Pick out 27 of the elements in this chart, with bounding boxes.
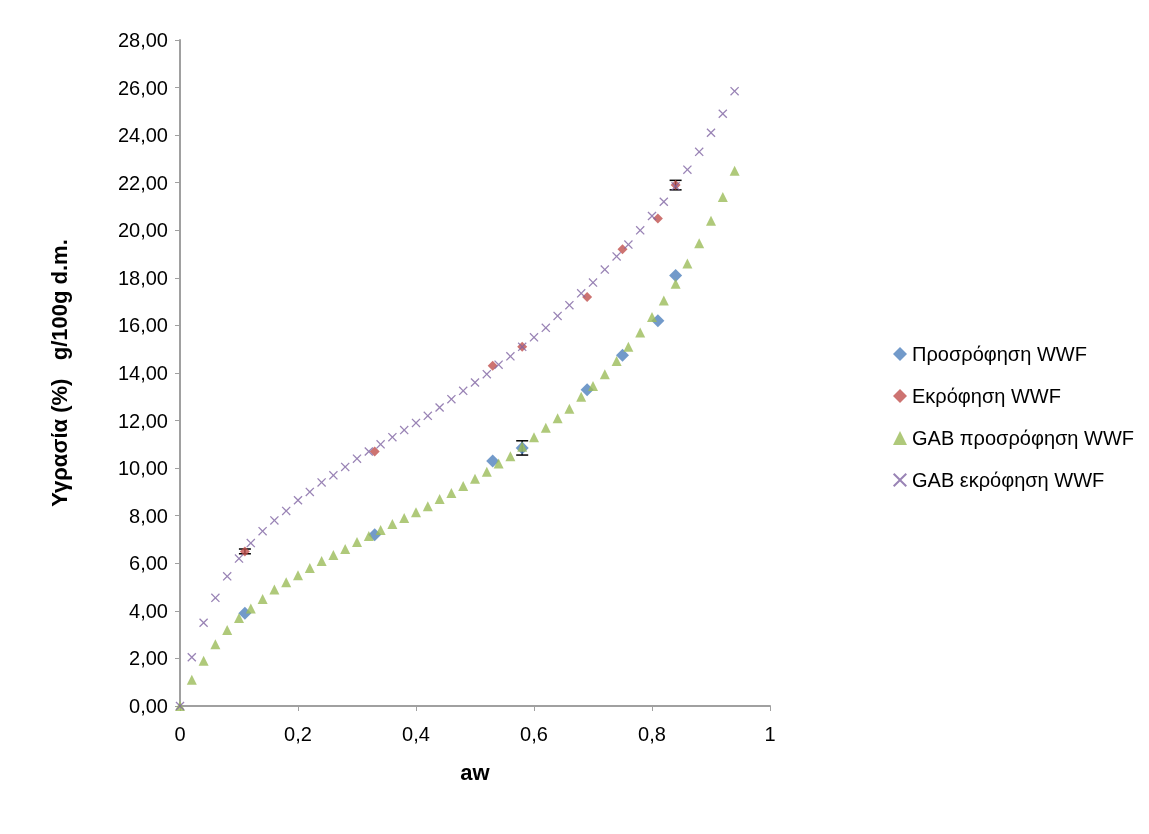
x-tick-label: 0,6: [520, 723, 548, 745]
y-tick-label: 18,00: [117, 266, 168, 289]
y-tick-label: 2,00: [129, 647, 168, 670]
x-tick-label: 0,2: [284, 723, 312, 745]
y-tick-label: 12,00: [117, 409, 168, 432]
y-tick-label: 16,00: [117, 314, 168, 337]
legend-label: Προσρόφηση WWF: [911, 343, 1087, 365]
y-axis-title: Υγρασία (%) g/100g d.m.: [46, 239, 72, 507]
legend-label: Εκρόφηση WWF: [911, 385, 1061, 407]
y-tick-label: 6,00: [129, 552, 168, 575]
x-tick-label: 1: [764, 723, 776, 745]
y-tick-label: 22,00: [117, 171, 168, 194]
y-tick-label: 20,00: [117, 219, 168, 242]
y-tick-label: 0,00: [129, 695, 168, 717]
y-tick-label: 10,00: [117, 457, 168, 480]
x-tick-label: 0,4: [402, 723, 430, 745]
y-tick-label: 28,00: [117, 29, 168, 51]
legend-label: GAB προσρόφηση WWF: [911, 427, 1135, 449]
legend-label: GAB εκρόφηση WWF: [911, 469, 1105, 491]
x-tick-label: 0,8: [638, 723, 666, 745]
y-tick-label: 24,00: [117, 124, 168, 147]
x-axis-title: aw: [460, 759, 491, 785]
x-tick-label: 0: [174, 723, 186, 745]
y-tick-label: 14,00: [117, 362, 168, 384]
y-tick-label: 26,00: [117, 76, 168, 99]
y-tick-label: 4,00: [129, 599, 168, 622]
y-tick-label: 8,00: [129, 504, 168, 527]
